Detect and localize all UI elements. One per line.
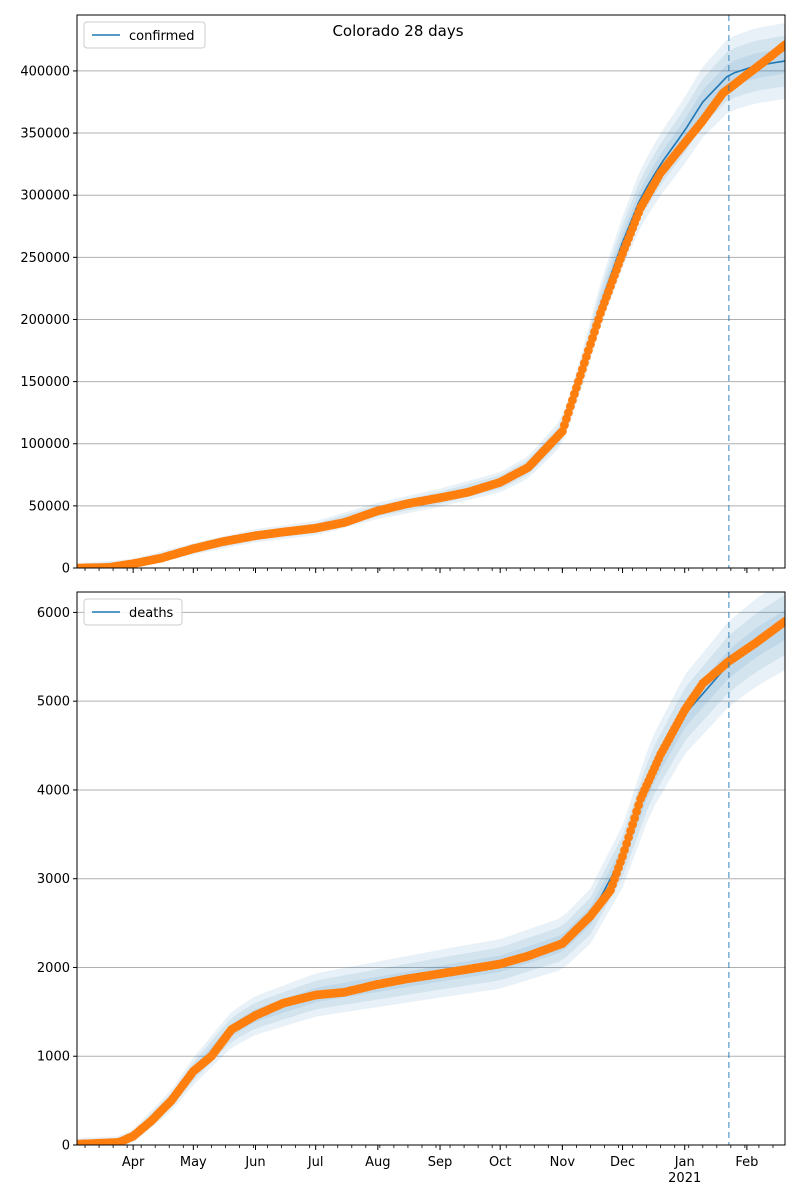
- y-tick-label: 100000: [20, 437, 70, 452]
- y-tick-label: 150000: [20, 375, 70, 390]
- x-tick-label: Apr: [122, 1155, 145, 1170]
- x-tick-label: Jan: [674, 1155, 695, 1170]
- x-tick-label: Feb: [735, 1155, 758, 1170]
- y-tick-label: 300000: [20, 189, 70, 204]
- x-tick-label-year: 2021: [668, 1171, 701, 1186]
- uncertainty-band: [77, 594, 785, 1145]
- plot-area: [77, 23, 785, 568]
- legend-label: deaths: [129, 606, 174, 621]
- plot-area: [77, 592, 785, 1145]
- legend-label: confirmed: [129, 29, 195, 44]
- legend-box: [83, 598, 183, 626]
- x-tick-label: Jun: [244, 1155, 265, 1170]
- legend-box: [83, 21, 206, 49]
- y-tick-label: 350000: [20, 127, 70, 142]
- x-tick-label: Oct: [489, 1155, 511, 1170]
- y-tick-label: 1000: [37, 1050, 70, 1065]
- legend: confirmed: [83, 21, 206, 49]
- x-tick-label: Jul: [307, 1155, 324, 1170]
- x-tick-label: Sep: [428, 1155, 453, 1170]
- y-tick-label: 0: [62, 562, 70, 577]
- figure-title: Colorado 28 days: [332, 22, 463, 40]
- y-tick-label: 200000: [20, 313, 70, 328]
- panel-deaths: 0 1000 2000 3000 4000 5000 6000 Apr May Jun Jul Aug…: [37, 591, 786, 1186]
- axes-frame: [76, 591, 786, 1146]
- y-tick-label: 2000: [37, 961, 70, 976]
- legend: deaths: [83, 598, 183, 626]
- y-tick-label: 250000: [20, 251, 70, 266]
- uncertainty-band: [77, 609, 785, 1145]
- y-tick-label: 400000: [20, 64, 70, 79]
- x-tick-label: Aug: [365, 1155, 390, 1170]
- x-tick-label: May: [180, 1155, 207, 1170]
- x-tick-label: Nov: [550, 1155, 576, 1170]
- axes-frame: [76, 14, 786, 569]
- observed-point: [780, 616, 785, 626]
- y-tick-label: 6000: [37, 606, 70, 621]
- panel-confirmed: 0 50000 100000 150000 200000 250000 300000 3500…: [20, 14, 786, 577]
- y-tick-label: 50000: [29, 499, 70, 514]
- y-tick-label: 5000: [37, 695, 70, 710]
- y-tick-label: 3000: [37, 872, 70, 887]
- observed-point: [780, 40, 785, 50]
- y-tick-label: 4000: [37, 783, 70, 798]
- uncertainty-band: [77, 592, 785, 1145]
- x-tick-label: Dec: [610, 1155, 635, 1170]
- y-tick-label: 0: [62, 1139, 70, 1154]
- uncertainty-band: [77, 23, 785, 568]
